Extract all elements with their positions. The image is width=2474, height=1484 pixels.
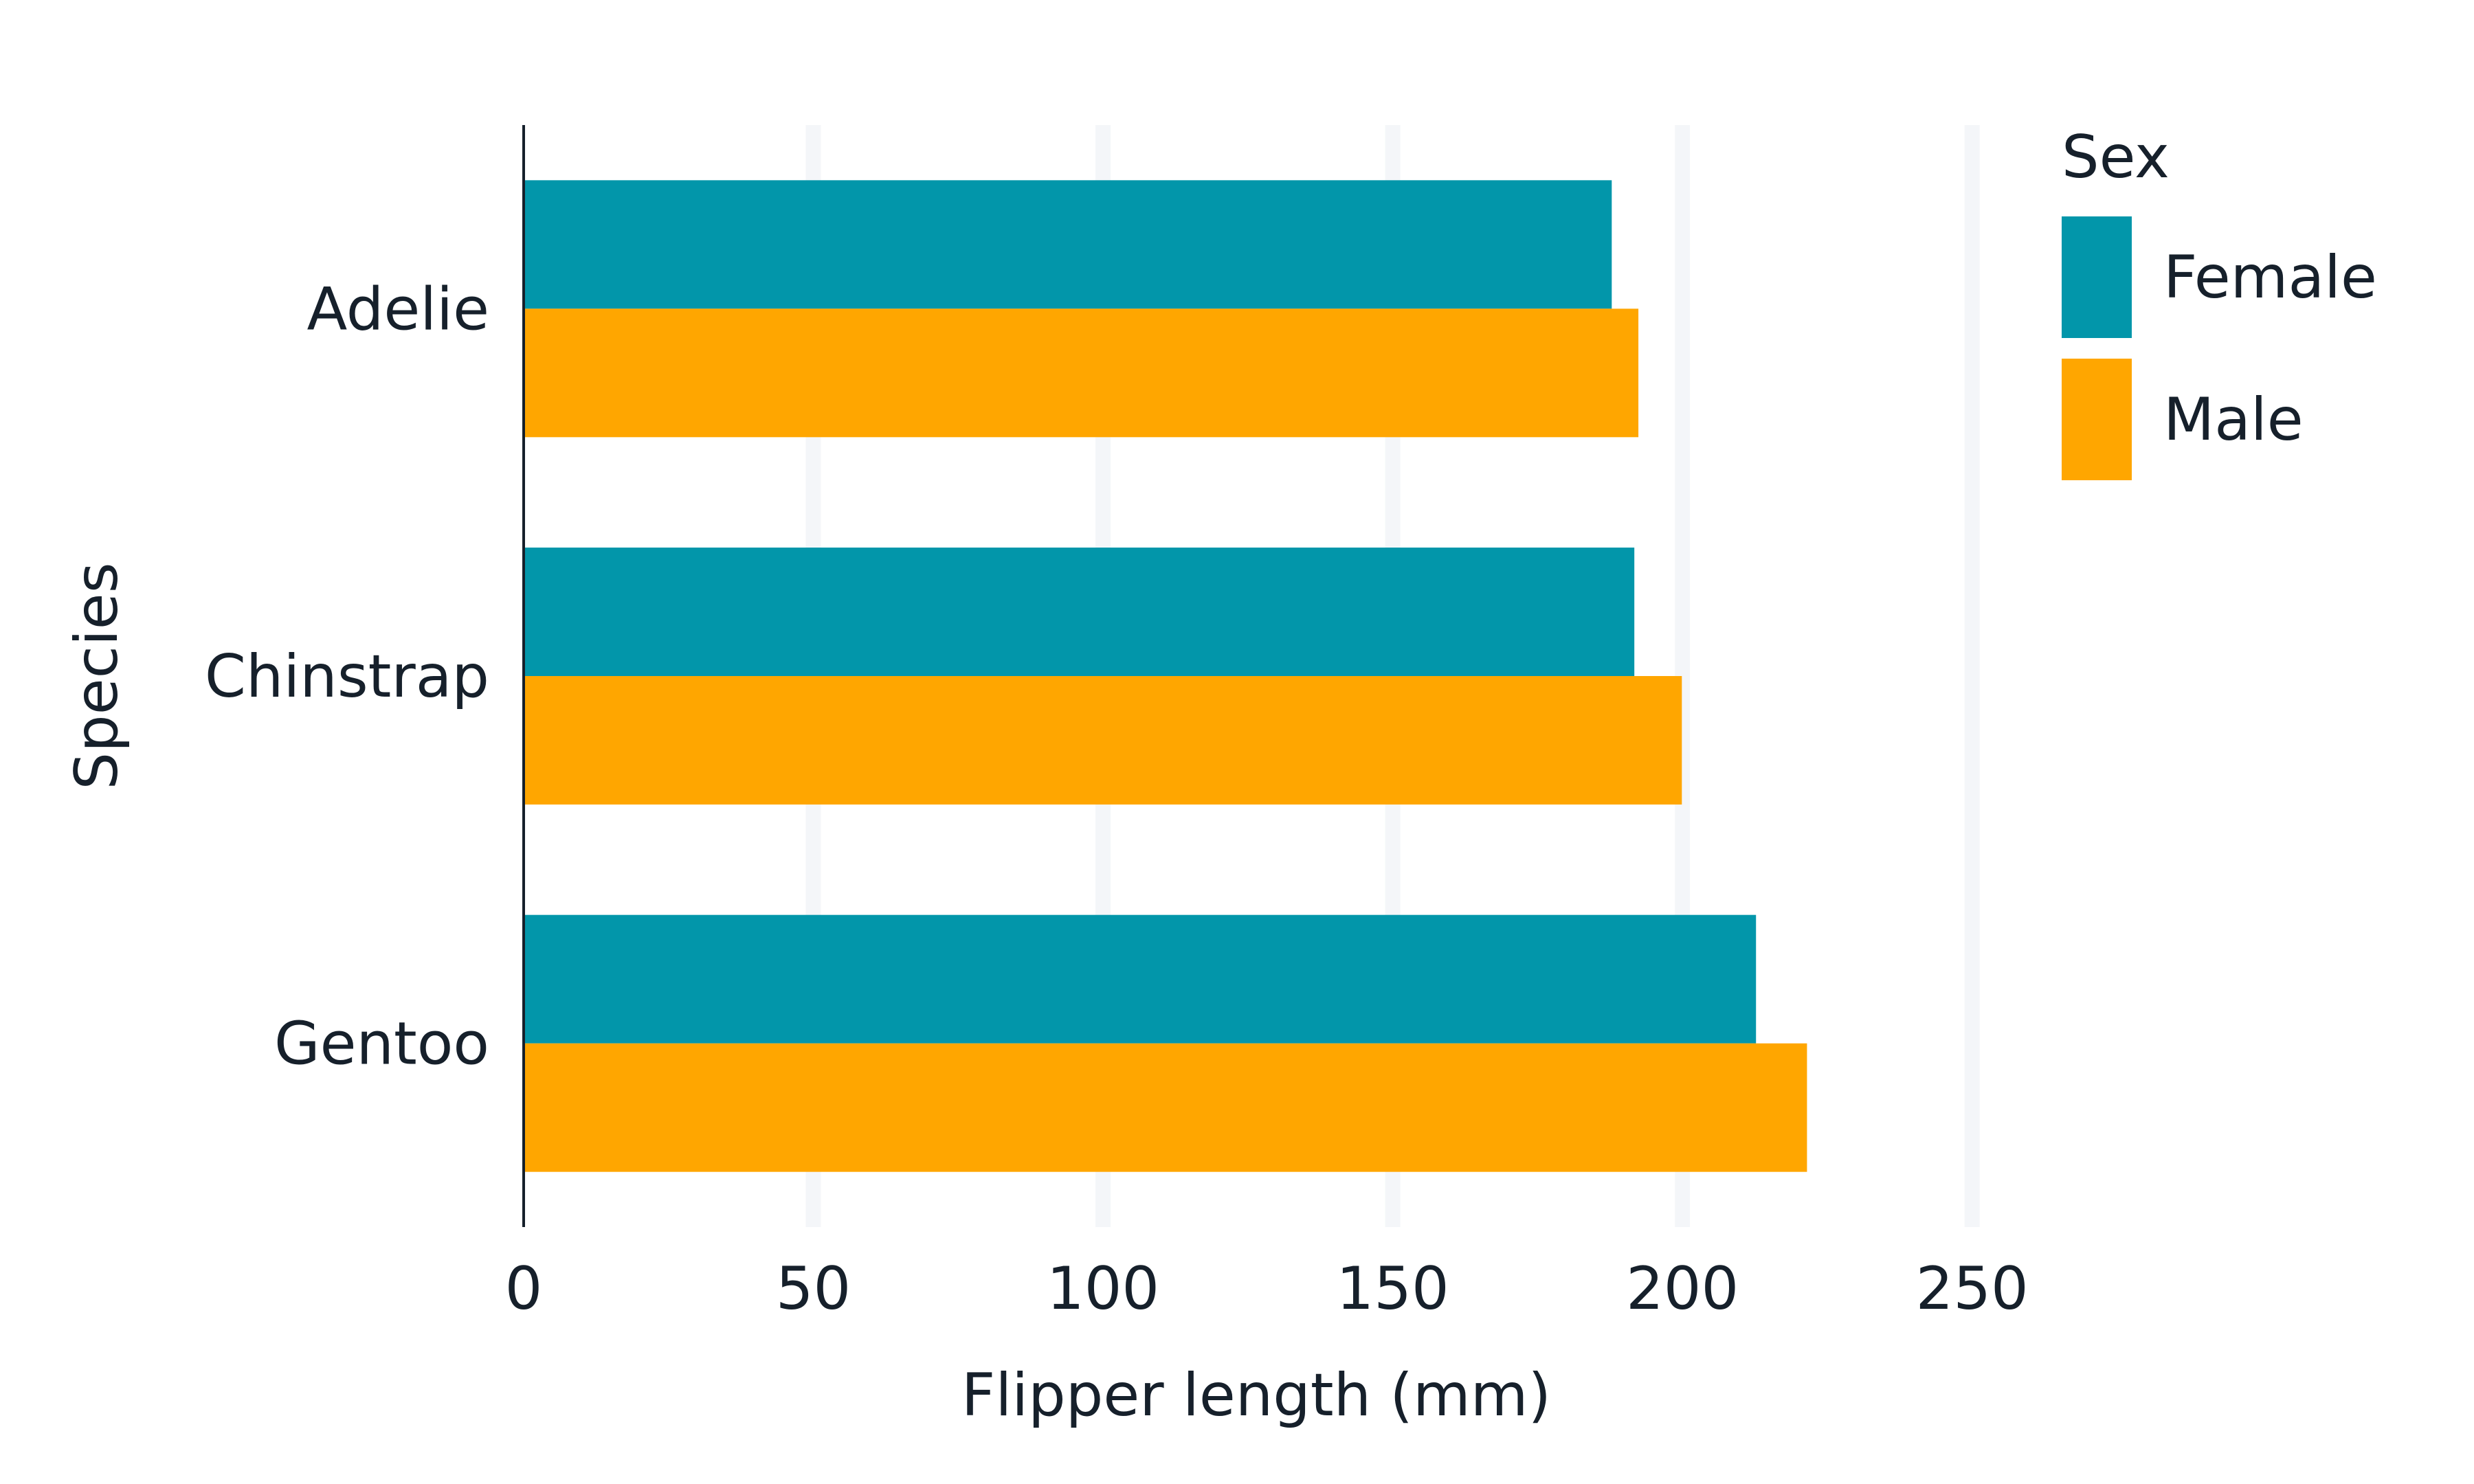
bar-adelie-female xyxy=(524,180,1612,309)
legend-items: Female Male xyxy=(2062,216,2377,480)
bar-chinstrap-male xyxy=(524,676,1682,805)
x-tick-labels: 0 50 100 150 200 250 xyxy=(505,1255,2029,1323)
bar-gentoo-male xyxy=(524,1043,1807,1172)
y-axis-title: Species xyxy=(63,563,131,790)
bar-chinstrap-female xyxy=(524,548,1635,676)
x-axis-title: Flipper length (mm) xyxy=(961,1361,1551,1430)
category-label-chinstrap: Chinstrap xyxy=(205,642,489,711)
legend-label-female: Female xyxy=(2163,243,2377,312)
legend-swatch-male xyxy=(2062,359,2132,480)
legend: Sex Female Male xyxy=(2062,123,2377,480)
legend-label-male: Male xyxy=(2163,385,2304,454)
x-tick-label-250: 250 xyxy=(1916,1255,2029,1323)
category-label-gentoo: Gentoo xyxy=(274,1010,489,1079)
x-tick-label-0: 0 xyxy=(505,1255,543,1323)
bars xyxy=(524,180,1807,1172)
legend-title: Sex xyxy=(2062,123,2170,192)
bar-gentoo-female xyxy=(524,914,1757,1044)
x-tick-label-200: 200 xyxy=(1626,1255,1739,1323)
category-label-adelie: Adelie xyxy=(307,275,489,344)
legend-swatch-female xyxy=(2062,216,2132,338)
x-tick-label-150: 150 xyxy=(1337,1255,1449,1323)
bar-adelie-male xyxy=(524,308,1639,438)
x-tick-label-50: 50 xyxy=(776,1255,851,1323)
x-tick-label-100: 100 xyxy=(1047,1255,1159,1323)
category-labels: Adelie Chinstrap Gentoo xyxy=(205,275,489,1078)
